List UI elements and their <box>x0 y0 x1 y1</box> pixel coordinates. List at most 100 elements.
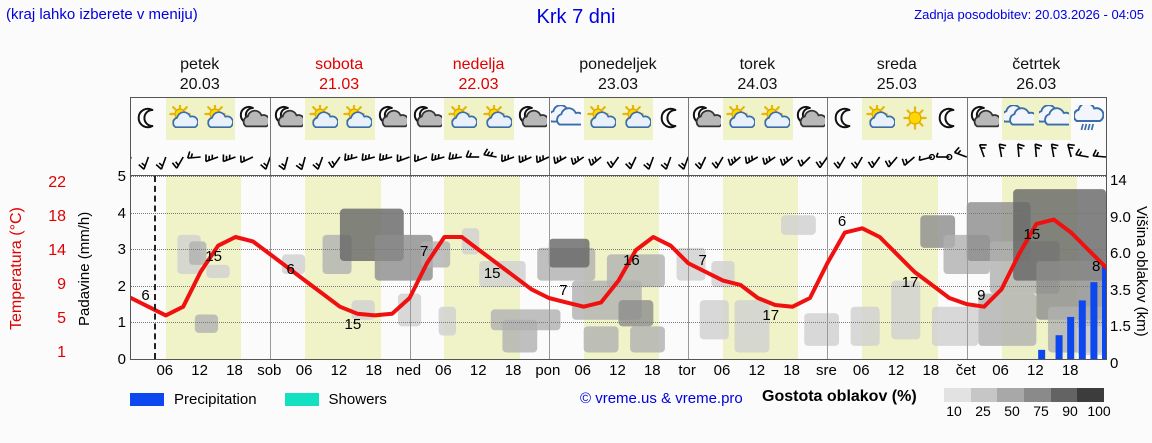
moon-icon <box>932 98 967 140</box>
day-name: ponedeljek <box>579 56 657 73</box>
wind-barb <box>884 156 898 168</box>
cloud-tick: 1.5 <box>1110 318 1131 336</box>
wind-barb <box>727 156 741 166</box>
time-tick-label: 06 <box>992 362 1009 379</box>
time-tick-label: 12 <box>887 362 905 379</box>
wind-barb <box>815 156 829 169</box>
wind-barb <box>260 156 272 170</box>
temp-label-max: 15 <box>483 265 501 283</box>
temp-label-min: 7 <box>419 243 429 261</box>
wind-barb <box>797 156 811 167</box>
day-name: petek <box>180 56 220 73</box>
wind-barb <box>901 156 915 166</box>
wind-barb <box>327 156 341 169</box>
precip-tick: 3 <box>117 241 126 259</box>
location-menu-note[interactable]: (kraj lahko izberete v meniju) <box>6 6 198 23</box>
time-tick-label: sob <box>257 362 282 379</box>
gridline-v <box>548 176 550 359</box>
precip-tick: 5 <box>117 168 126 185</box>
gridline-v <box>966 176 968 359</box>
precip-tick: 0 <box>117 351 126 368</box>
cloud-density-legend-title: Gostota oblakov (%) <box>762 388 917 405</box>
precipitation-swatch <box>130 392 164 406</box>
weather-icon-row <box>131 98 1106 140</box>
cloud-height-axis-title: Višina oblakov (km) <box>1133 205 1150 337</box>
day-separator <box>827 98 829 176</box>
sun-cloud-icon <box>200 98 236 140</box>
precip-bar <box>1090 282 1098 359</box>
time-tick-label: 06 <box>435 362 452 379</box>
page-title: Krk 7 dni <box>536 6 616 28</box>
day-date: 25.03 <box>876 76 917 93</box>
precip-legend: Precipitation Showers <box>130 388 387 410</box>
cloud-icon <box>1036 98 1072 140</box>
site-credit[interactable]: © vreme.us & vreme.pro <box>580 390 743 407</box>
cloud-tick: 0 <box>1110 355 1119 372</box>
temp-label-min: 6 <box>286 260 295 278</box>
temp-label-max: 15 <box>1023 225 1041 243</box>
day-header-row: petek 20.03 sobota 21.03 nedelja 22.03 ponedel… <box>130 55 1106 97</box>
day-header-1: sobota 21.03 <box>269 55 408 97</box>
temperature-curve <box>131 217 1106 318</box>
cloud-tick: 6.0 <box>1110 245 1131 263</box>
temperature-axis-ticks: 22 18 14 9 5 1 <box>36 160 66 365</box>
wind-barb <box>553 155 567 165</box>
moon-icon <box>131 98 166 140</box>
cloud-blob <box>1013 189 1106 281</box>
temp-label-max: 15 <box>344 315 362 333</box>
time-tick-label: 12 <box>191 362 208 379</box>
wind-barb <box>396 154 410 163</box>
wind-barb <box>744 155 759 165</box>
wind-barb-row <box>131 143 1106 171</box>
wind-barb <box>465 150 480 158</box>
current-time-marker <box>154 176 157 359</box>
temperature-axis-title: Temperatura (°C) <box>8 207 25 331</box>
cloud-blob <box>850 306 880 346</box>
wind-barb <box>762 156 776 166</box>
temp-tick: 9 <box>57 276 66 293</box>
wind-barb <box>833 156 846 169</box>
cloud-tick: 14 <box>1110 172 1127 189</box>
precipitation-axis-ticks: 5 4 3 2 1 0 <box>100 160 126 370</box>
cloud-icon <box>549 98 584 140</box>
day-date: 26.03 <box>1016 76 1057 93</box>
time-tick-label: 12 <box>330 362 348 379</box>
sun-cloud-icon <box>618 98 654 140</box>
cloud-density-legend: 10 25 50 75 90 100 <box>944 388 1111 420</box>
gridline-h <box>131 322 1106 324</box>
forecast-plot: 6 15 6 15 7 15 7 16 7 17 6 17 9 15 8 <box>130 175 1107 360</box>
cloud-blob <box>479 260 526 288</box>
temp-label-min: 6 <box>141 286 150 304</box>
sun-cloud-icon <box>339 98 375 140</box>
day-date: 20.03 <box>179 76 220 93</box>
day-separator <box>966 98 968 176</box>
wind-barb <box>448 152 462 161</box>
wind-barb <box>483 148 497 158</box>
precipitation-bars-layer <box>1038 265 1106 359</box>
wind-barb <box>171 156 184 169</box>
day-name: sobota <box>315 56 364 73</box>
moon-cloud-icon <box>410 98 445 140</box>
wind-barb <box>222 154 236 163</box>
time-tick-label: 12 <box>1027 362 1044 379</box>
temp-tick: 14 <box>48 242 66 259</box>
sun-cloud-icon <box>444 98 480 140</box>
time-tick-label: 18 <box>504 362 522 379</box>
cloud-density-tick: 100 <box>1087 403 1111 419</box>
day-header-6: četrtek 26.03 <box>967 55 1106 97</box>
cloud-blob <box>206 264 230 278</box>
wind-barb <box>312 156 324 170</box>
wind-barb <box>779 156 794 166</box>
wind-barb <box>155 156 167 170</box>
cloud-blob <box>781 215 816 235</box>
precip-tick: 1 <box>117 314 126 332</box>
temp-tick: 22 <box>48 174 66 191</box>
time-tick-label: 12 <box>748 362 766 379</box>
day-header-0: petek 20.03 <box>130 55 269 97</box>
time-tick-label: 18 <box>643 362 661 379</box>
sun-cloud-icon <box>723 98 758 140</box>
wind-barb <box>205 154 219 163</box>
time-tick-label: 06 <box>295 362 313 379</box>
wind-barb <box>186 151 201 159</box>
moon-cloud-icon <box>688 98 723 140</box>
